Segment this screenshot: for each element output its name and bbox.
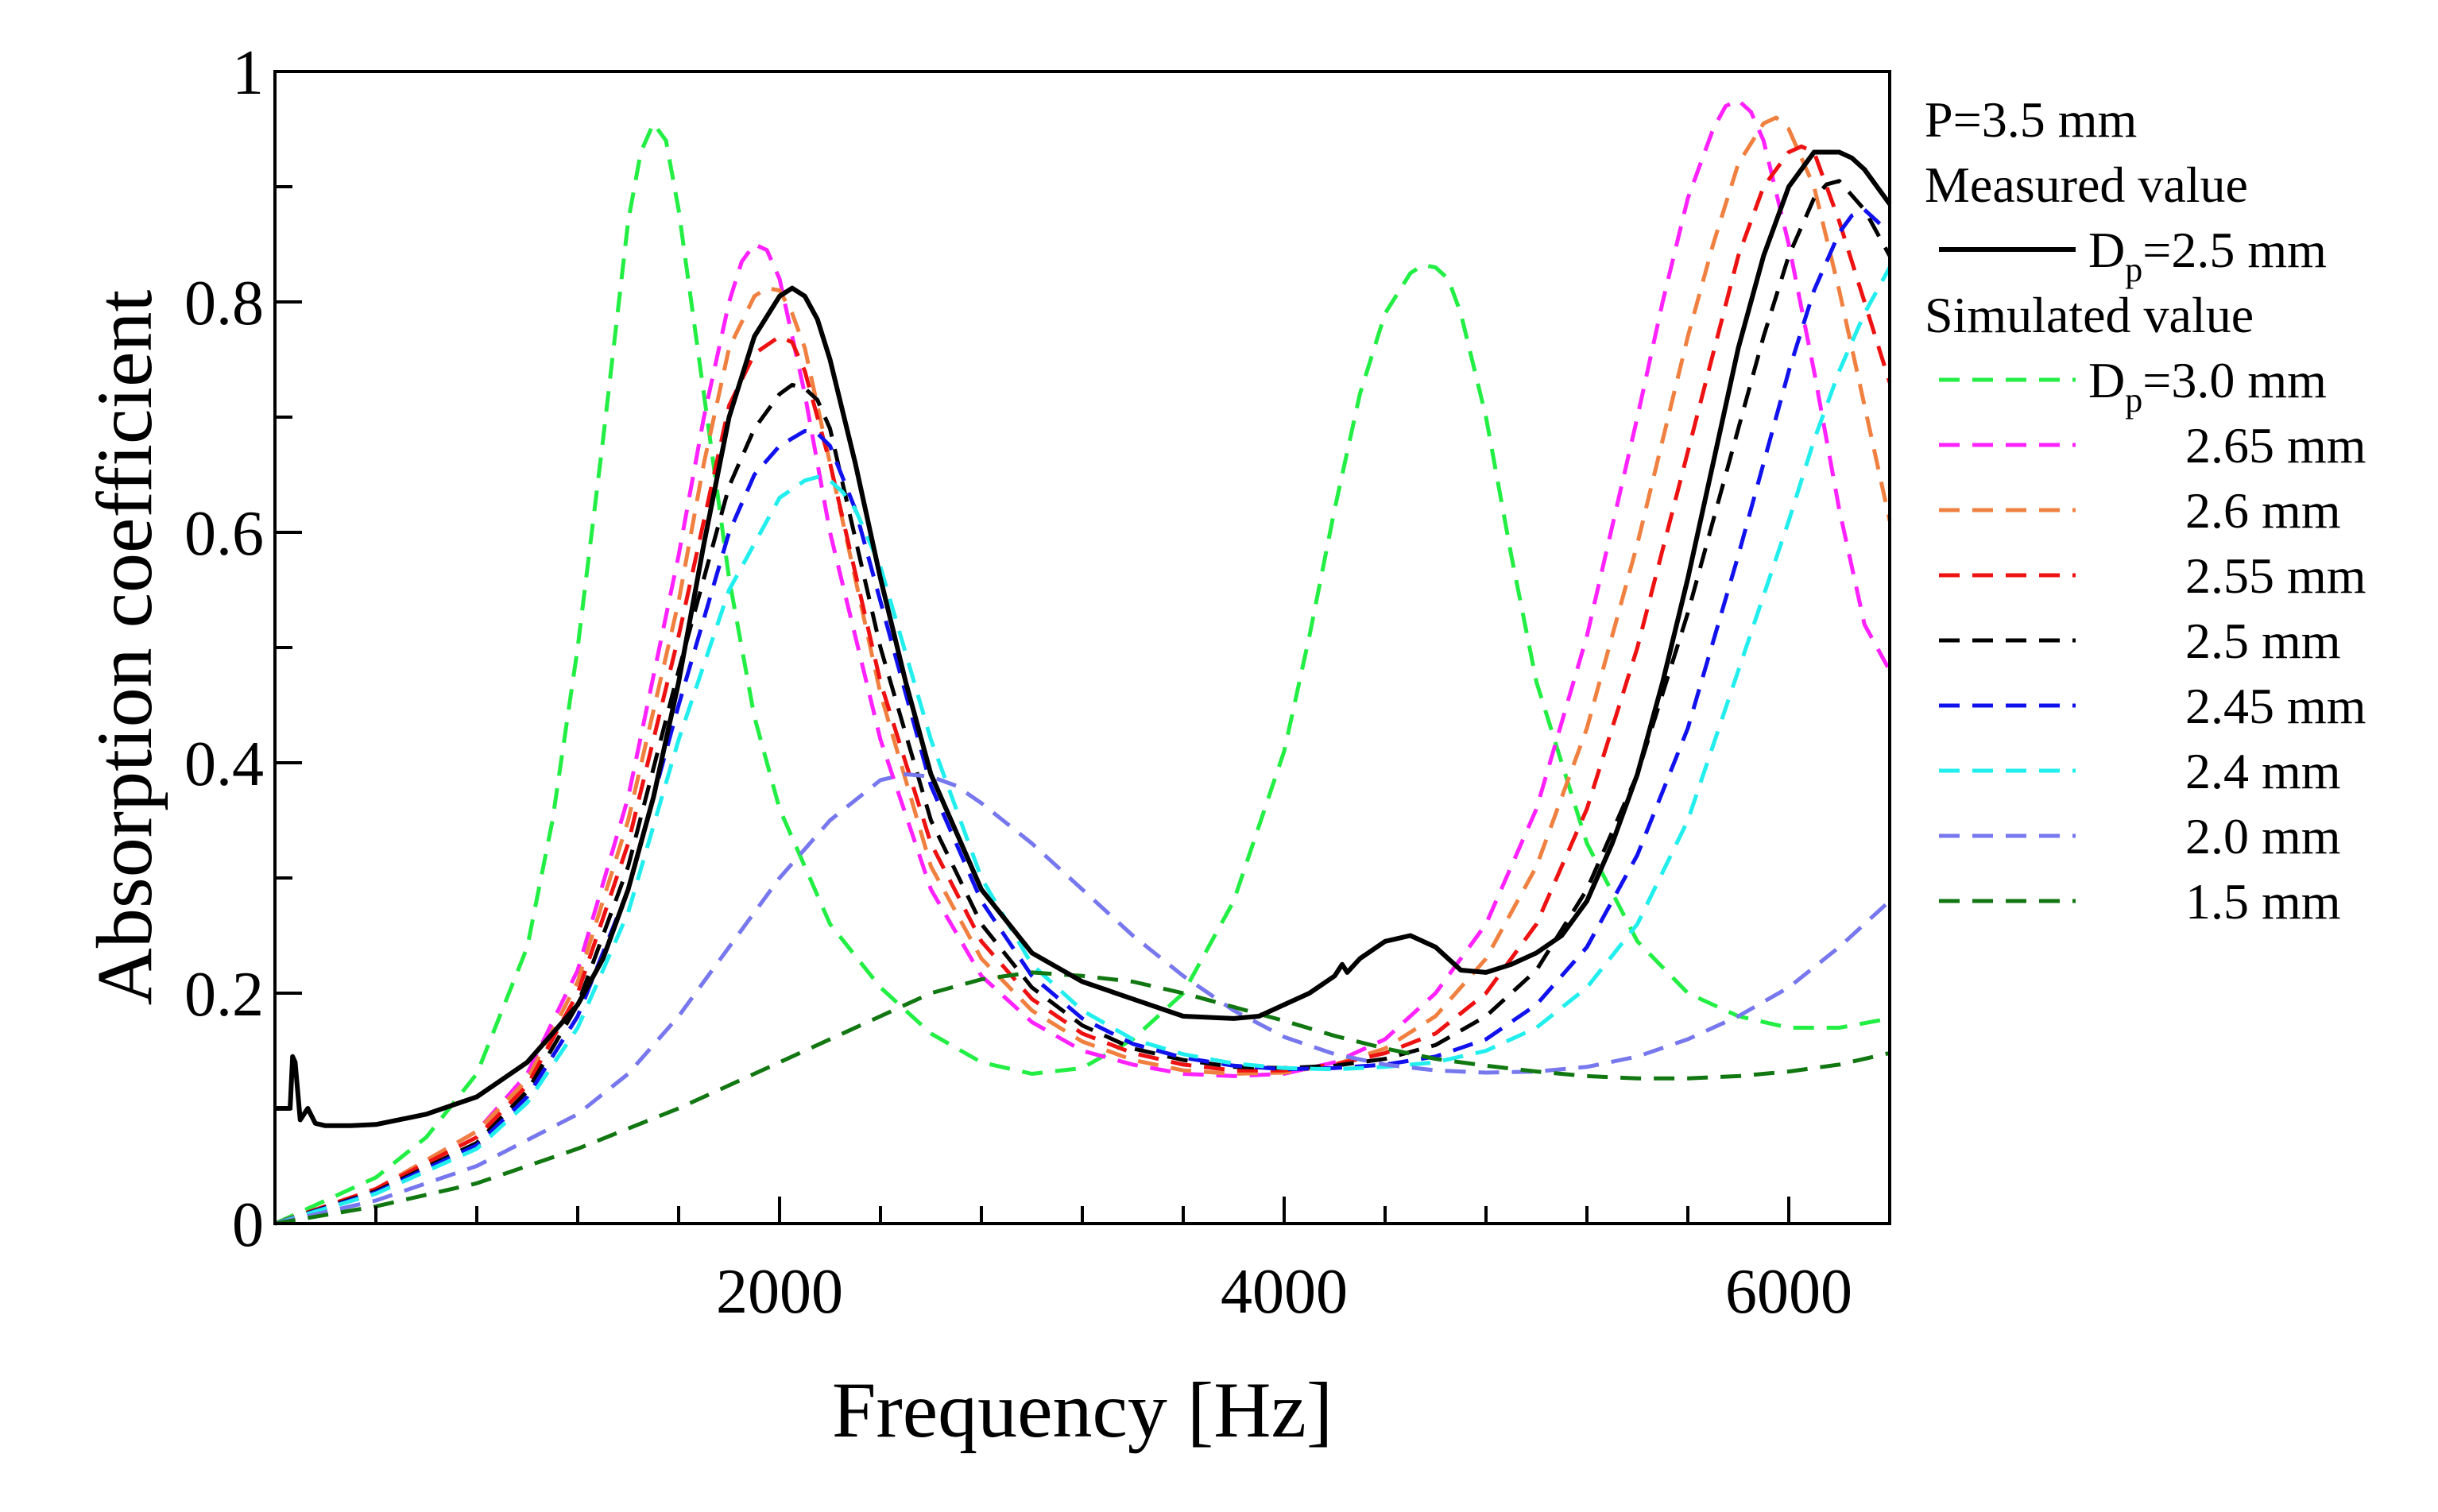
legend-header: P=3.5 mm: [1925, 91, 2137, 148]
ticks-group: [275, 185, 1790, 1224]
y-tick-label: 0.8: [184, 269, 264, 338]
series-line-4: [274, 144, 1892, 1226]
legend-label-0: Dp=2.5 mm: [2088, 222, 2327, 289]
legend-label-2: 2.65 mm: [2185, 417, 2366, 474]
x-axis-title: Frequency [Hz]: [832, 1366, 1333, 1454]
series-line-3: [274, 115, 1892, 1226]
legend-label-3: 2.6 mm: [2185, 482, 2341, 539]
legend-label-9: 1.5 mm: [2185, 873, 2341, 930]
y-tick-label: 0.4: [184, 729, 264, 799]
series-line-0: [275, 149, 1892, 1128]
series-group: [273, 98, 1892, 1226]
legend-label-5: 2.5 mm: [2185, 613, 2341, 669]
legend-simulated-heading: Simulated value: [1925, 287, 2254, 343]
series-line-6: [274, 207, 1891, 1226]
series-line-8: [274, 772, 1891, 1226]
tick-labels: 2000 4000 6000 0 0.2 0.4 0.6 0.8 1: [184, 38, 1852, 1327]
y-tick-label: 0.2: [184, 960, 264, 1030]
legend-label-7: 2.4 mm: [2185, 743, 2341, 799]
series-line-2: [274, 98, 1892, 1226]
series-line-9: [274, 970, 1890, 1226]
y-tick-label: 0: [232, 1190, 264, 1260]
legend-label-4: 2.55 mm: [2185, 547, 2366, 604]
x-tick-label: 6000: [1725, 1257, 1852, 1327]
series-line-5: [274, 179, 1892, 1226]
legend-label-8: 2.0 mm: [2185, 808, 2341, 864]
y-tick-label: 0.6: [184, 499, 264, 569]
legend-measured-heading: Measured value: [1925, 157, 2248, 213]
y-tick-label: 1: [232, 38, 264, 108]
legend: P=3.5 mm Measured value Simulated value …: [1925, 91, 2366, 930]
legend-label-6: 2.45 mm: [2185, 678, 2366, 734]
y-axis-title: Absorption coefficient: [80, 289, 168, 1005]
series-line-1: [273, 121, 1890, 1226]
plot-frame: [273, 70, 1891, 1225]
series-line-7: [274, 266, 1892, 1226]
legend-label-1: Dp=3.0 mm: [2088, 352, 2327, 420]
x-tick-label: 4000: [1221, 1257, 1348, 1327]
x-tick-label: 2000: [716, 1257, 843, 1327]
